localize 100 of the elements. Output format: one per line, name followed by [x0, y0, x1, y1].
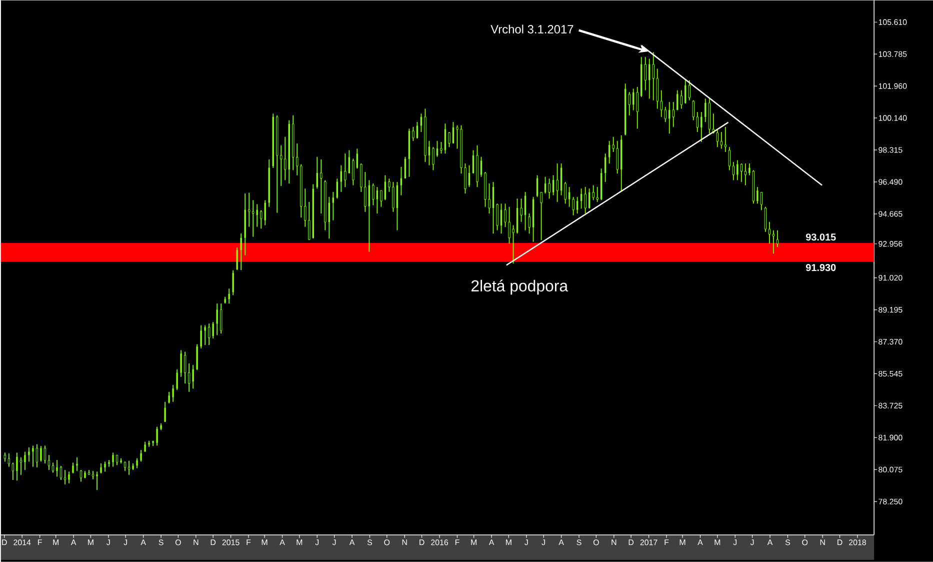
candlestick: [172, 384, 174, 402]
candlestick: [540, 192, 542, 241]
candlestick: [376, 186, 378, 214]
candlestick: [760, 192, 763, 211]
candlestick: [236, 247, 238, 271]
candlestick: [64, 470, 66, 485]
candlestick: [68, 471, 70, 484]
candlestick: [432, 146, 434, 171]
candlestick: [136, 458, 138, 469]
candlestick: [164, 401, 166, 422]
candlestick: [216, 303, 218, 336]
candlestick: [16, 452, 18, 482]
candlestick: [412, 126, 414, 142]
annotation: Vrchol 3.1.2017: [490, 24, 574, 34]
candlestick: [520, 198, 522, 222]
candlestick: [140, 450, 142, 462]
candlestick: [744, 163, 747, 186]
candlestick: [260, 210, 262, 230]
candlestick: [352, 158, 354, 186]
annotation: 2letá podpora: [471, 280, 568, 295]
candlestick: [688, 80, 690, 101]
candlestick: [100, 462, 102, 474]
candlestick: [720, 132, 723, 150]
candlestick: [144, 441, 146, 452]
candlestick: [220, 303, 222, 334]
candlestick: [308, 202, 310, 241]
candlestick: [112, 452, 114, 468]
candlestick: [764, 206, 767, 232]
candlestick: [544, 176, 546, 194]
candlestick: [724, 126, 727, 152]
candlestick: [208, 323, 210, 346]
annotation: 93.015: [806, 234, 836, 241]
candlestick: [332, 192, 334, 221]
candlestick: [672, 102, 674, 128]
candlestick: [252, 200, 254, 238]
candlestick: [528, 213, 530, 234]
candlestick: [572, 196, 574, 216]
candlestick: [204, 324, 206, 346]
candlestick: [584, 186, 586, 214]
candlestick: [320, 159, 322, 214]
candlestick: [576, 196, 578, 214]
candlestick: [636, 86, 638, 130]
candlestick: [36, 444, 38, 468]
candlestick: [380, 190, 382, 208]
candlestick: [168, 391, 170, 404]
candlestick: [392, 182, 394, 212]
candlestick: [628, 92, 630, 116]
annotation: 91.930: [806, 264, 836, 272]
candlestick: [616, 140, 618, 174]
candlestick: [548, 178, 550, 200]
candlestick: [200, 324, 202, 349]
candlestick: [652, 52, 654, 101]
candlestick: [116, 454, 118, 466]
candlestick: [12, 462, 14, 481]
candlestick: [372, 183, 374, 206]
candlestick: [40, 446, 42, 462]
candlestick: [32, 445, 34, 468]
candlestick: [128, 460, 130, 476]
candlestick: [512, 224, 514, 264]
candlestick: [56, 460, 58, 478]
candlestick: [60, 466, 62, 481]
candlestick: [644, 56, 646, 91]
candlestick: [592, 184, 594, 201]
candlestick: [656, 68, 658, 110]
candlestick: [156, 426, 158, 446]
candlestick: [736, 160, 738, 181]
candlestick: [104, 461, 106, 472]
candlestick: [76, 457, 78, 472]
candlestick: [24, 451, 26, 471]
candlestick: [96, 471, 98, 491]
candlestick: [344, 153, 346, 188]
candlestick: [756, 186, 758, 204]
candlestick: [72, 462, 74, 474]
candlestick: [428, 140, 430, 166]
candlestick: [212, 322, 214, 339]
candlestick: [240, 233, 242, 271]
candlestick: [228, 288, 230, 304]
candlestick: [496, 203, 498, 231]
candlestick: [772, 230, 775, 254]
candlestick: [196, 344, 198, 371]
candlestick: [184, 351, 186, 384]
candlestick: [28, 447, 30, 462]
candlestick: [448, 132, 450, 148]
candlestick: [716, 128, 719, 148]
candlestick: [248, 192, 250, 228]
candlestick: [192, 364, 194, 390]
candlestick: [232, 270, 234, 296]
candlestick: [188, 363, 190, 392]
candlestick: [596, 186, 598, 202]
candlestick: [176, 369, 178, 391]
candlestick: [564, 182, 566, 204]
candlestick: [740, 163, 743, 182]
candlestick: [48, 454, 50, 471]
candlestick: [440, 142, 442, 154]
candlestick: [80, 470, 82, 482]
candlestick: [284, 136, 286, 181]
candlestick: [340, 164, 342, 192]
candlestick: [508, 206, 510, 244]
candlestick: [728, 146, 731, 171]
candlestick: [556, 163, 558, 202]
